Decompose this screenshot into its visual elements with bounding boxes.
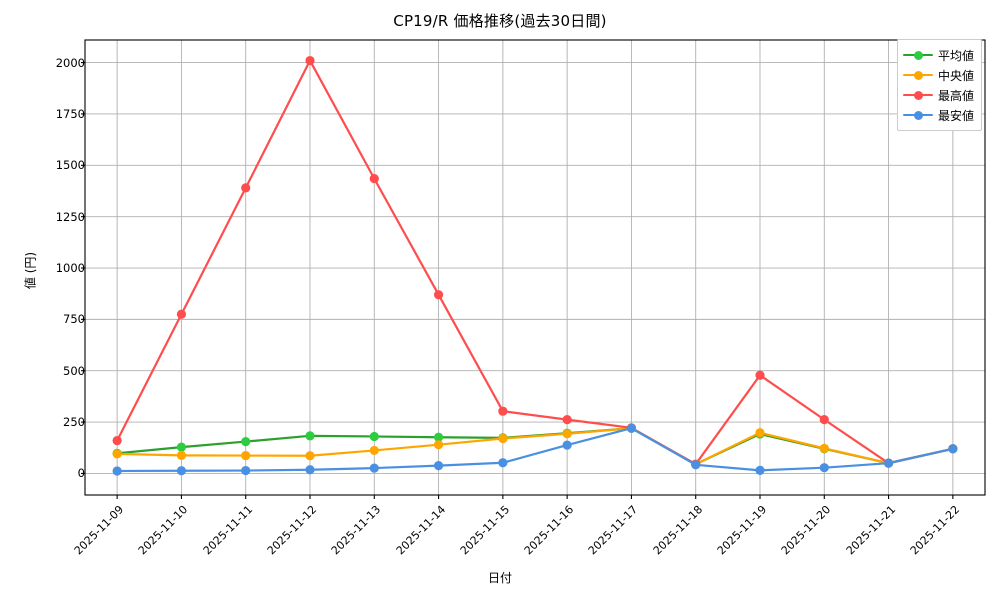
y-axis-tick-labels: 0 250 500 750 1000 1250 1500 1750 2000 [0, 0, 85, 600]
y-tick-label: 250 [63, 415, 85, 430]
x-tick-label: 2025-11-14 [393, 503, 448, 558]
x-tick-label: 2025-11-15 [457, 503, 513, 558]
y-tick-label: 1250 [55, 209, 85, 224]
legend-item: 最高値 [903, 85, 974, 105]
chart-legend: 平均値中央値最高値最安値 [897, 39, 983, 131]
y-tick-label: 1000 [55, 261, 85, 275]
x-tick-label: 2025-11-19 [714, 503, 770, 558]
x-tick-label: 2025-11-10 [136, 503, 191, 558]
y-tick-label: 500 [63, 363, 85, 378]
legend-item: 中央値 [903, 65, 974, 85]
x-tick-label: 2025-11-16 [521, 503, 577, 558]
legend-label: 平均値 [938, 48, 975, 63]
x-tick-label: 2025-11-17 [586, 503, 641, 558]
legend-item: 平均値 [903, 45, 974, 65]
y-tick-label: 0 [77, 466, 85, 481]
y-tick-label: 750 [63, 312, 85, 327]
legend-marker-icon [903, 49, 933, 61]
x-axis-label: 日付 [487, 571, 512, 585]
legend-label: 最安値 [938, 108, 975, 123]
x-tick-label: 2025-11-22 [907, 503, 963, 558]
legend-marker-icon [903, 89, 933, 101]
x-tick-label: 2025-11-21 [843, 503, 898, 558]
y-tick-label: 1750 [55, 106, 85, 121]
legend-marker-icon [903, 109, 933, 121]
y-tick-label: 1500 [55, 158, 85, 173]
legend-marker-icon [903, 69, 933, 81]
x-tick-label: 2025-11-13 [329, 503, 384, 558]
y-tick-label: 2000 [55, 55, 85, 70]
x-tick-label: 2025-11-18 [650, 503, 705, 558]
x-tick-label: 2025-11-20 [779, 503, 834, 558]
x-tick-label: 2025-11-09 [71, 503, 127, 558]
legend-label: 最高値 [938, 88, 975, 103]
legend-item: 最安値 [903, 105, 974, 125]
chart-title: CP19/R 価格推移(過去30日間) [393, 12, 607, 30]
legend-label: 中央値 [938, 68, 975, 83]
x-tick-label: 2025-11-12 [264, 503, 320, 558]
x-tick-label: 2025-11-11 [200, 503, 255, 558]
y-axis-label: 値 (円) [23, 251, 38, 290]
